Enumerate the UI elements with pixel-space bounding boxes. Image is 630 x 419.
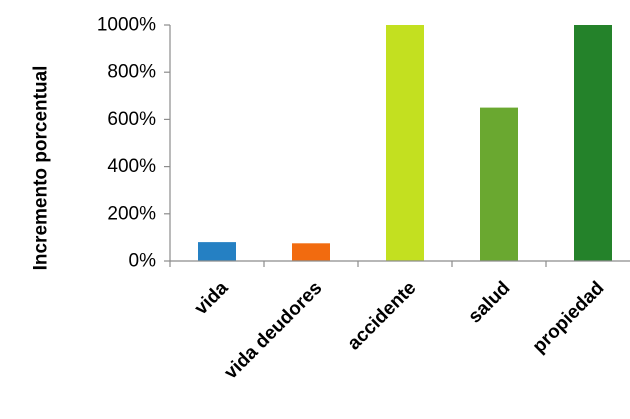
bar-vida-deudores bbox=[292, 243, 330, 261]
y-axis-title: Incremento porcentual bbox=[31, 66, 52, 271]
x-category-label: propiedad bbox=[529, 278, 609, 358]
bar-accidente bbox=[386, 25, 424, 261]
bar-propiedad bbox=[574, 25, 612, 261]
y-axis-ticks: 0% 200% 400% 600% 800% 1000% bbox=[97, 15, 170, 272]
y-tick-label: 200% bbox=[107, 203, 156, 224]
y-tick-label: 800% bbox=[107, 62, 156, 83]
x-category-label: vida bbox=[191, 277, 233, 319]
y-axis-title-group: Incremento porcentual bbox=[31, 66, 52, 271]
x-axis-ticks bbox=[169, 261, 547, 267]
bars bbox=[198, 25, 612, 261]
bar-salud bbox=[480, 107, 518, 261]
x-category-label: salud bbox=[464, 278, 514, 328]
y-tick-label: 0% bbox=[129, 251, 157, 272]
x-category-label: accidente bbox=[344, 278, 421, 355]
y-tick-label: 600% bbox=[107, 109, 156, 130]
bar-vida bbox=[198, 242, 236, 261]
y-tick-label: 1000% bbox=[97, 15, 156, 36]
x-category-label: vida deudores bbox=[220, 278, 326, 384]
y-tick-label: 400% bbox=[107, 156, 156, 177]
